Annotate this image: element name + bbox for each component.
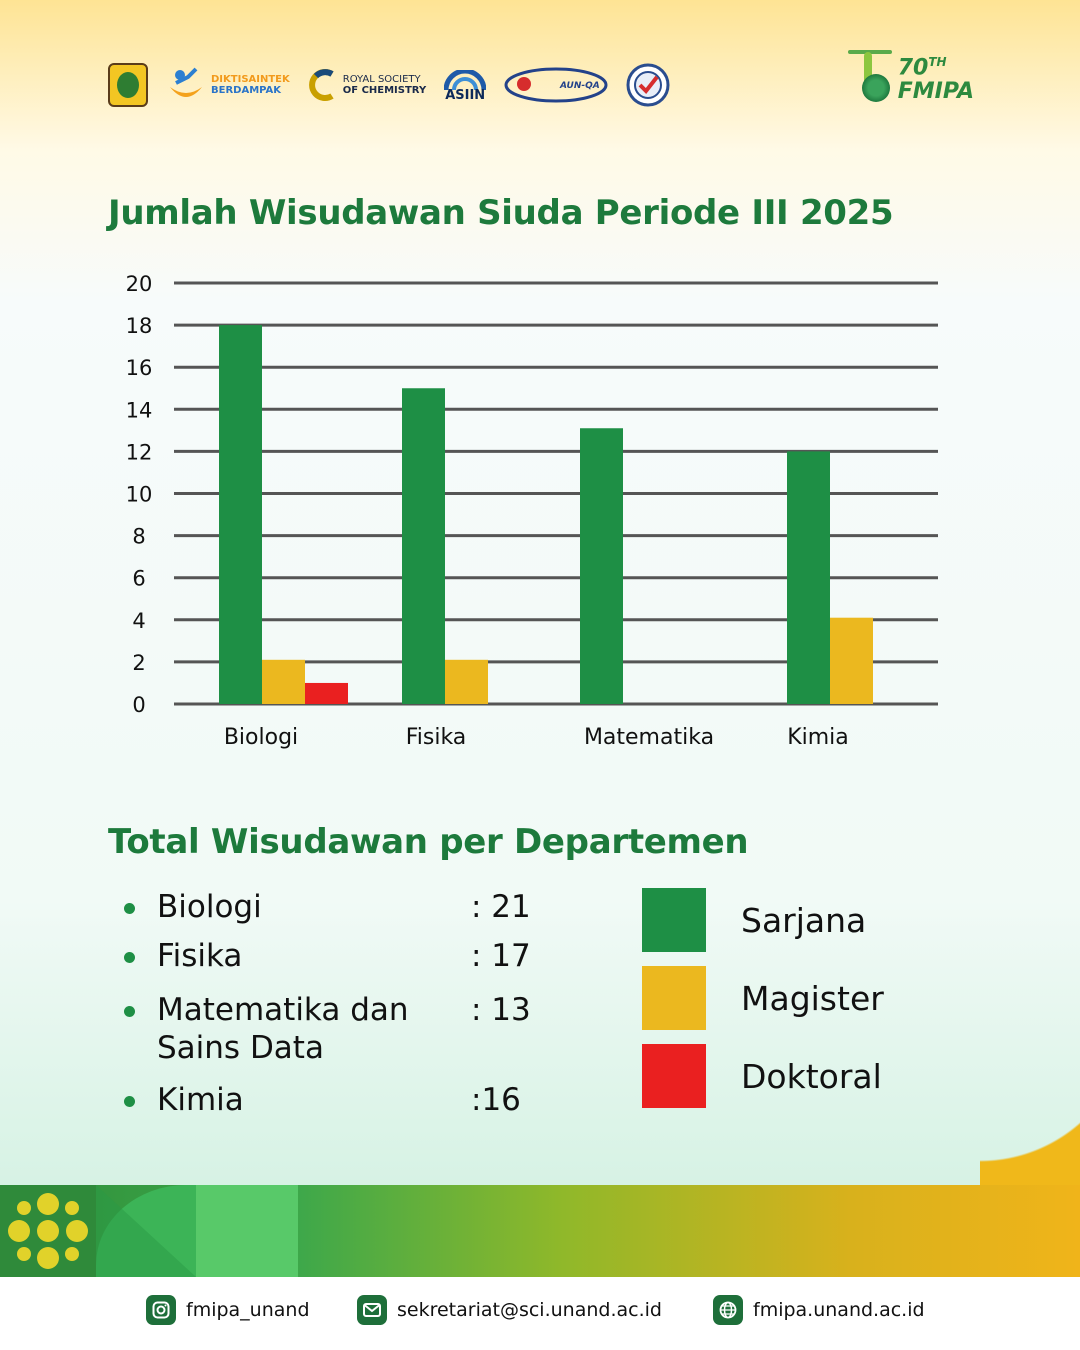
bullet-icon [124, 903, 135, 914]
email-address: sekretariat@sci.unand.ac.id [397, 1299, 662, 1321]
y-tick-label: 18 [126, 314, 153, 338]
x-tick-label: Biologi [224, 725, 298, 750]
globe-icon [713, 1295, 743, 1325]
instagram-handle: fmipa_unand [186, 1299, 310, 1321]
anniversary-badge: 70TH FMIPA [847, 44, 974, 110]
bar [787, 451, 830, 704]
bar [830, 617, 873, 704]
department-totals-list: Biologi : 21 Fisika : 17 Matematika dan … [124, 888, 544, 1121]
anniversary-name: FMIPA [897, 79, 974, 105]
page-background [0, 0, 1080, 1200]
diktisaintek-icon [170, 67, 202, 97]
list-item: Matematika dan Sains Data : 13 [124, 991, 544, 1081]
anniversary-text: 70TH FMIPA [898, 50, 974, 104]
asiin-logo: ASIIN [444, 69, 487, 103]
footer-contacts: fmipa_unand sekretariat@sci.unand.ac.id … [0, 1277, 1080, 1350]
legend-swatch [642, 966, 706, 1030]
aun-qa-logo: AUN-QA [504, 65, 608, 105]
legend-item-sarjana: Sarjana [642, 888, 884, 952]
department-total: : 13 [471, 992, 531, 1028]
email-contact[interactable]: sekretariat@sci.unand.ac.id [357, 1295, 662, 1325]
x-tick-label: Kimia [787, 725, 849, 750]
legend-label: Magister [741, 978, 884, 1018]
list-item: Biologi : 21 [124, 888, 544, 937]
y-tick-label: 0 [132, 693, 145, 717]
partner-logos: DIKTISAINTEK BERDAMPAK ROYAL SOCIETY OF … [108, 58, 670, 112]
y-tick-label: 14 [126, 398, 153, 422]
legend-item-doktoral: Doktoral [642, 1044, 884, 1108]
x-tick-label: Fisika [406, 725, 467, 750]
bar [305, 682, 348, 704]
instagram-icon [146, 1295, 176, 1325]
y-tick-label: 16 [126, 356, 153, 380]
asiin-icon [444, 69, 487, 90]
rsc-text-line2: OF CHEMISTRY [342, 85, 427, 96]
email-icon [357, 1295, 387, 1325]
quality-check-logo [626, 63, 670, 107]
aun-qa-text: AUN-QA [559, 81, 600, 91]
flower-pattern-icon [8, 1193, 88, 1269]
bullet-icon [124, 1006, 135, 1017]
y-tick-label: 12 [126, 440, 153, 464]
website-contact[interactable]: fmipa.unand.ac.id [713, 1295, 925, 1325]
legend-label: Sarjana [741, 900, 867, 940]
y-tick-label: 2 [132, 651, 145, 675]
diktisaintek-text-line1: DIKTISAINTEK [211, 74, 290, 85]
anniversary-emblem-icon [847, 44, 892, 110]
bar [262, 659, 305, 704]
diktisaintek-logo: DIKTISAINTEK BERDAMPAK [166, 65, 290, 105]
regional-seal-logo [108, 63, 148, 107]
bar-chart: 0 2 4 6 8 10 12 14 16 18 20 Biologi Fisika Matematika… [126, 272, 938, 750]
y-tick-label: 6 [132, 567, 145, 591]
rsc-icon [308, 69, 334, 101]
department-total: : 21 [471, 889, 531, 925]
chart-title: Jumlah Wisudawan Siuda Periode III 2025 [108, 193, 894, 233]
summary-title: Total Wisudawan per Departemen [108, 822, 749, 862]
department-total: : 17 [471, 938, 531, 974]
legend-item-magister: Magister [642, 966, 884, 1030]
list-item: Fisika : 17 [124, 937, 544, 991]
quality-check-icon [626, 63, 670, 107]
bar [402, 388, 445, 704]
website-url: fmipa.unand.ac.id [753, 1299, 925, 1321]
decorative-band [0, 1185, 1080, 1277]
y-tick-label: 20 [126, 272, 153, 296]
anniversary-suffix: TH [928, 54, 947, 69]
chart-legend: Sarjana Magister Doktoral [642, 888, 884, 1122]
bullet-icon [124, 952, 135, 963]
department-name: Matematika dan Sains Data [157, 992, 409, 1066]
list-item: Kimia :16 [124, 1081, 544, 1121]
department-name: Kimia [157, 1082, 244, 1118]
department-name: Fisika [157, 938, 243, 974]
y-tick-label: 4 [132, 609, 145, 633]
department-name: Biologi [157, 889, 262, 925]
x-tick-label: Matematika [584, 725, 714, 750]
bar [445, 659, 488, 704]
bar [580, 428, 623, 704]
y-tick-label: 10 [126, 483, 153, 507]
anniversary-number: 70 [897, 55, 929, 81]
department-total: :16 [471, 1082, 521, 1118]
y-tick-label: 8 [132, 525, 145, 549]
diktisaintek-text-line2: BERDAMPAK [211, 85, 282, 96]
royal-society-chemistry-logo: ROYAL SOCIETY OF CHEMISTRY [308, 68, 426, 102]
aun-qa-icon: AUN-QA [504, 67, 608, 103]
legend-swatch [642, 888, 706, 952]
asiin-text: ASIIN [445, 87, 486, 103]
bullet-icon [124, 1096, 135, 1107]
legend-swatch [642, 1044, 706, 1108]
instagram-contact[interactable]: fmipa_unand [146, 1295, 310, 1325]
rsc-text-line1: ROYAL SOCIETY [342, 74, 421, 85]
bar [219, 325, 262, 704]
legend-label: Doktoral [741, 1056, 882, 1096]
